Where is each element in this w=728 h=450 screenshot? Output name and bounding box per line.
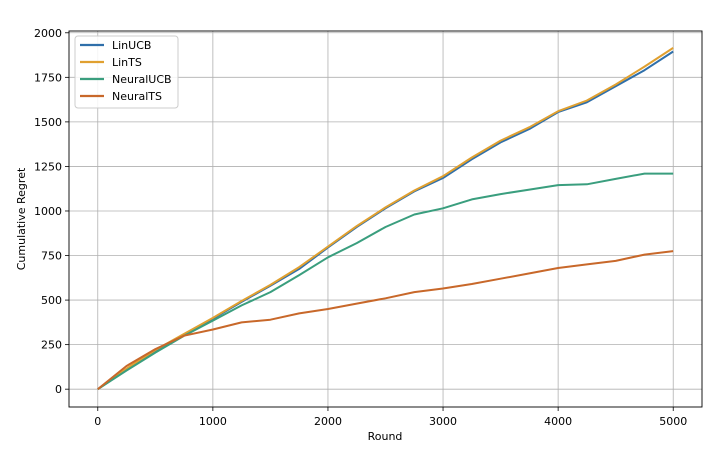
y-tick-label: 0 (55, 383, 62, 396)
legend-label: LinTS (112, 56, 142, 69)
legend-label: NeuralTS (112, 90, 162, 103)
y-axis-ticks: 0 250 500 750 1000 1250 1500 1750 2000 (34, 27, 69, 396)
series-line-lints (97, 47, 674, 391)
series-lines (97, 47, 674, 391)
x-axis-label: Round (368, 430, 403, 443)
y-axis-label: Cumulative Regret (15, 167, 28, 270)
y-tick-label: 500 (41, 294, 62, 307)
y-tick-label: 2000 (34, 27, 62, 40)
series-line-neuralts (97, 250, 674, 390)
y-tick-label: 750 (41, 250, 62, 263)
legend-box (74, 35, 179, 109)
y-tick-label: 1000 (34, 205, 62, 218)
x-axis-ticks: 0 1000 2000 3000 4000 5000 (94, 407, 687, 428)
x-tick-label: 3000 (429, 415, 457, 428)
series-line-neuralucb (97, 172, 674, 391)
x-tick-label: 0 (94, 415, 101, 428)
y-tick-label: 250 (41, 339, 62, 352)
legend-label: NeuralUCB (112, 73, 172, 86)
legend: LinUCB LinTS NeuralUCB NeuralTS (74, 35, 179, 109)
y-tick-label: 1250 (34, 160, 62, 173)
x-tick-label: 4000 (544, 415, 572, 428)
x-tick-label: 2000 (314, 415, 342, 428)
x-tick-label: 1000 (199, 415, 227, 428)
legend-label: LinUCB (112, 39, 151, 52)
y-tick-label: 1750 (34, 71, 62, 84)
plot-frame (68, 30, 703, 408)
y-tick-label: 1500 (34, 116, 62, 129)
x-tick-label: 5000 (659, 415, 687, 428)
grid-lines (69, 31, 702, 407)
